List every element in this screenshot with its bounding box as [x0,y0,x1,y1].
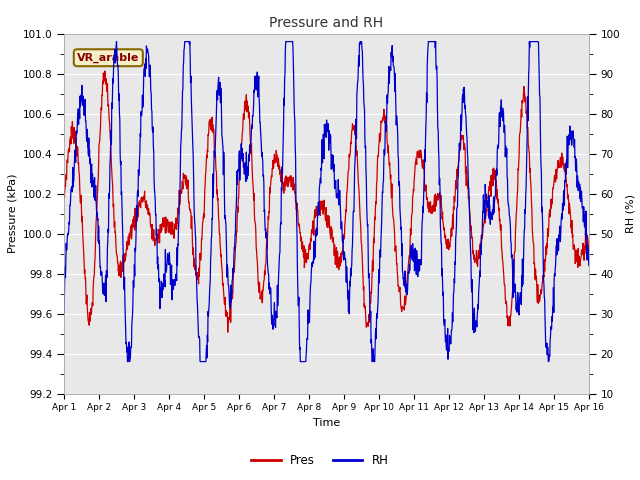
Y-axis label: Pressure (kPa): Pressure (kPa) [7,174,17,253]
Pres [524,125,531,131]
RH [124,359,131,364]
Pres [164,219,172,225]
Title: Pressure and RH: Pressure and RH [269,16,383,30]
RH [585,263,593,268]
RH [524,133,531,139]
Line: RH: RH [64,42,589,361]
RH [408,257,416,263]
Pres [408,209,416,215]
RH [60,311,68,316]
Text: VR_arable: VR_arable [77,53,140,63]
Pres [477,247,484,252]
Pres [224,329,232,335]
RH [113,39,120,45]
Legend: Pres, RH: Pres, RH [246,449,394,472]
Pres [585,243,593,249]
Pres [236,159,244,165]
Y-axis label: RH (%): RH (%) [626,194,636,233]
Pres [60,189,68,195]
RH [177,128,185,133]
RH [236,154,244,159]
X-axis label: Time: Time [313,418,340,428]
Line: Pres: Pres [64,71,589,332]
Pres [101,68,109,74]
RH [477,242,484,248]
RH [165,262,173,267]
Pres [177,187,185,193]
